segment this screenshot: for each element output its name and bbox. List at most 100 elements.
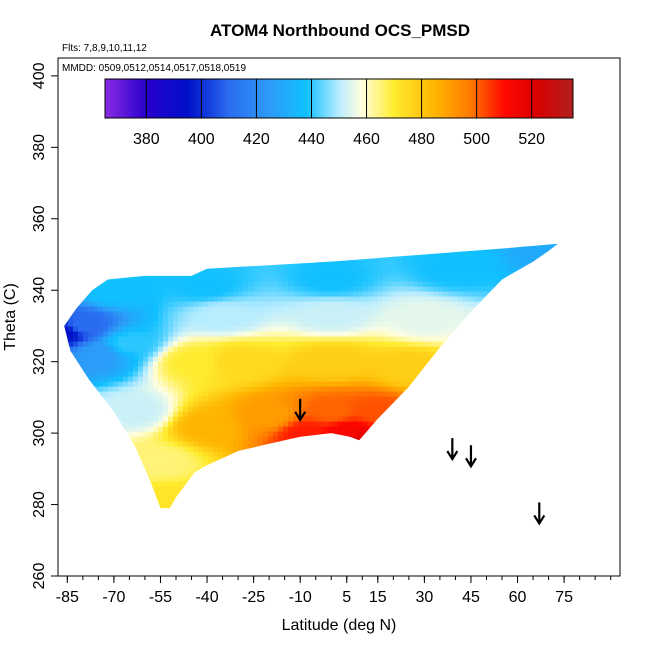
heatmap-cell xyxy=(398,451,404,458)
heatmap-cell xyxy=(503,451,509,458)
heatmap-cell xyxy=(268,326,274,333)
heatmap-cell xyxy=(323,351,329,358)
heatmap-cell xyxy=(433,266,439,273)
heatmap-cell xyxy=(193,281,199,288)
heatmap-cell xyxy=(143,391,149,398)
heatmap-cell xyxy=(218,321,224,328)
heatmap-cell xyxy=(373,296,379,303)
heatmap-cell xyxy=(488,381,494,388)
heatmap-cell xyxy=(203,371,209,378)
heatmap-cell xyxy=(188,431,194,438)
heatmap-cell xyxy=(328,281,334,288)
heatmap-cell xyxy=(188,331,194,338)
heatmap-cell xyxy=(448,246,454,253)
heatmap-cell xyxy=(423,476,429,483)
heatmap-cell xyxy=(158,321,164,328)
heatmap-cell xyxy=(428,246,434,253)
heatmap-cell xyxy=(183,336,189,343)
heatmap-cell xyxy=(278,451,284,458)
heatmap-cell xyxy=(398,331,404,338)
heatmap-cell xyxy=(523,291,529,298)
heatmap-cell xyxy=(418,441,424,448)
heatmap-cell xyxy=(323,436,329,443)
heatmap-cell xyxy=(303,326,309,333)
heatmap-cell xyxy=(408,376,414,383)
heatmap-cell xyxy=(378,316,384,323)
heatmap-cell xyxy=(243,341,249,348)
heatmap-cell xyxy=(58,352,64,358)
heatmap-cell xyxy=(563,297,569,303)
heatmap-cell xyxy=(248,476,254,483)
heatmap-cell xyxy=(283,361,289,368)
heatmap-cell xyxy=(458,416,464,423)
heatmap-cell xyxy=(483,366,489,373)
heatmap-cell xyxy=(453,396,459,403)
heatmap-cell xyxy=(233,341,239,348)
heatmap-cell xyxy=(533,406,539,413)
heatmap-cell xyxy=(488,266,494,273)
heatmap-cell xyxy=(223,341,229,348)
heatmap-cell xyxy=(513,376,519,383)
heatmap-cell xyxy=(508,426,514,433)
heatmap-cell xyxy=(363,411,369,418)
heatmap-cell xyxy=(158,341,164,348)
heatmap-cell xyxy=(78,366,84,373)
heatmap-cell xyxy=(233,281,239,288)
heatmap-cell xyxy=(428,243,434,248)
heatmap-cell xyxy=(248,446,254,453)
heatmap-cell xyxy=(353,431,359,438)
heatmap-cell xyxy=(488,431,494,438)
heatmap-cell xyxy=(508,251,514,258)
heatmap-cell xyxy=(528,291,534,298)
heatmap-cell xyxy=(488,261,494,268)
heatmap-cell xyxy=(68,421,74,428)
heatmap-cell xyxy=(513,246,519,253)
heatmap-cell xyxy=(303,391,309,398)
heatmap-cell xyxy=(378,281,384,288)
heatmap-cell xyxy=(243,366,249,373)
heatmap-cell xyxy=(508,356,514,363)
heatmap-cell xyxy=(423,243,429,248)
heatmap-cell xyxy=(513,261,519,268)
heatmap-cell xyxy=(478,421,484,428)
heatmap-cell xyxy=(473,396,479,403)
heatmap-cell xyxy=(313,431,319,438)
heatmap-cell xyxy=(368,341,374,348)
heatmap-cell xyxy=(523,471,529,478)
heatmap-cell xyxy=(318,456,324,463)
heatmap-cell xyxy=(243,461,249,468)
heatmap-cell xyxy=(523,331,529,338)
heatmap-cell xyxy=(128,291,134,298)
heatmap-cell xyxy=(363,396,369,403)
heatmap-cell xyxy=(138,341,144,348)
heatmap-cell xyxy=(143,466,149,473)
heatmap-cell xyxy=(418,311,424,318)
heatmap-cell xyxy=(503,286,509,293)
heatmap-cell xyxy=(268,281,274,288)
heatmap-cell xyxy=(118,351,124,358)
heatmap-cell xyxy=(218,376,224,383)
heatmap-cell xyxy=(243,301,249,308)
heatmap-cell xyxy=(68,406,74,413)
heatmap-cell xyxy=(333,386,339,393)
heatmap-cell xyxy=(343,311,349,318)
heatmap-cell xyxy=(413,381,419,388)
heatmap-cell xyxy=(278,291,284,298)
heatmap-cell xyxy=(483,296,489,303)
heatmap-cell xyxy=(93,316,99,323)
heatmap-cell xyxy=(388,476,394,483)
heatmap-cell xyxy=(383,421,389,428)
heatmap-cell xyxy=(453,306,459,313)
heatmap-cell xyxy=(438,296,444,303)
heatmap-cell xyxy=(418,436,424,443)
heatmap-cell xyxy=(423,446,429,453)
heatmap-cell xyxy=(188,356,194,363)
heatmap-cell xyxy=(148,256,154,263)
heatmap-cell xyxy=(263,351,269,358)
heatmap-cell xyxy=(273,346,279,353)
heatmap-cell xyxy=(363,391,369,398)
heatmap-cell xyxy=(263,356,269,363)
heatmap-cell xyxy=(213,281,219,288)
heatmap-cell xyxy=(448,376,454,383)
heatmap-cell xyxy=(123,237,129,243)
